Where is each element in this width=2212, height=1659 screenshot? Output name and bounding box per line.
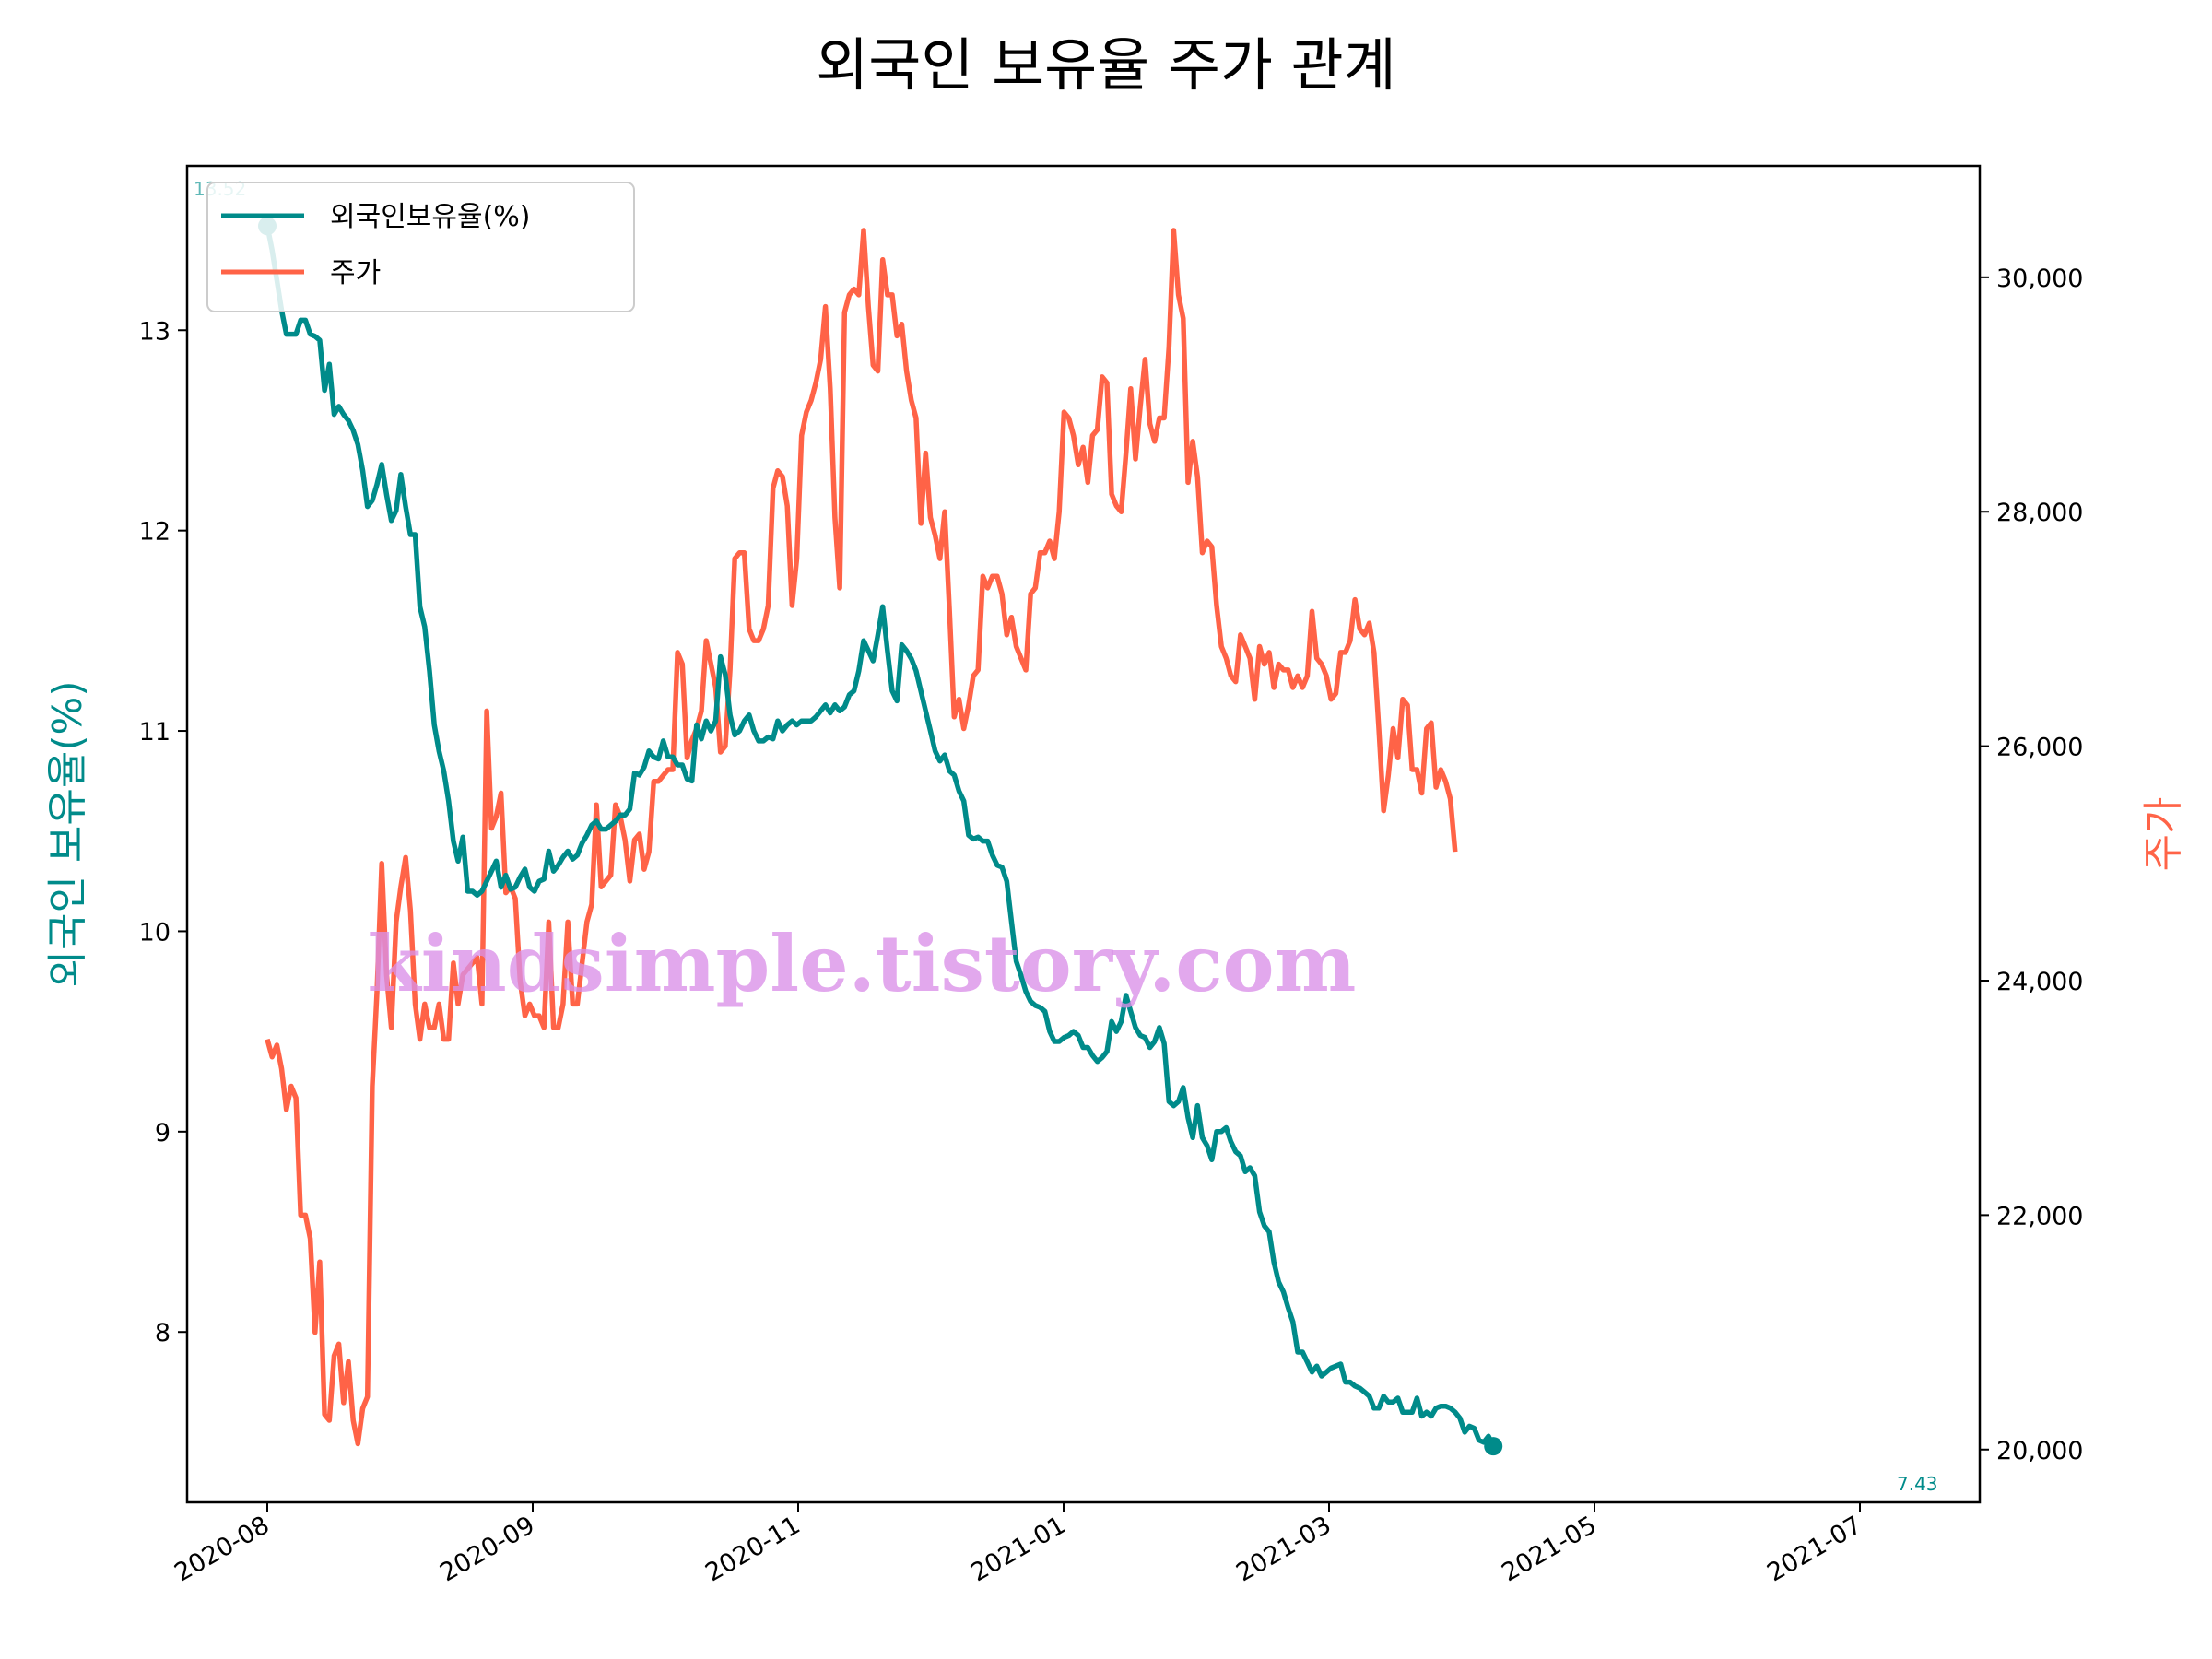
y-left-tick-label: 9 bbox=[155, 1119, 171, 1147]
y-right-tick-label: 30,000 bbox=[1996, 265, 2083, 293]
plot-frame bbox=[185, 164, 1982, 1504]
y-right-tick-label: 24,000 bbox=[1996, 968, 2083, 996]
y-left-tick-label: 12 bbox=[139, 518, 171, 547]
y-axis-right: 20,000 22,000 24,000 26,000 28,000 30,000 bbox=[1980, 265, 2083, 1465]
legend-box bbox=[206, 182, 635, 312]
legend-label-price: 주가 bbox=[330, 257, 381, 289]
series-line-foreign bbox=[265, 225, 1496, 1448]
y-axis-right-label: 주가 bbox=[2140, 797, 2187, 872]
y-left-tick-label: 8 bbox=[155, 1319, 171, 1347]
y-left-tick-label: 11 bbox=[139, 718, 171, 747]
watermark: kindsimple.tistory.com bbox=[368, 918, 1357, 1009]
end-marker bbox=[1484, 1437, 1503, 1456]
y-left-tick-label: 13 bbox=[139, 317, 171, 346]
y-axis-left: 8 9 10 11 12 13 bbox=[139, 317, 187, 1347]
series-line-price bbox=[265, 228, 1458, 1447]
end-value-label: 7.43 bbox=[1897, 1473, 1938, 1495]
legend: 외국인보유율(%) 주가 bbox=[206, 182, 635, 312]
chart-title: 외국인 보유율 주가 관계 bbox=[816, 31, 1396, 99]
y-right-tick-label: 26,000 bbox=[1996, 734, 2083, 762]
y-axis-left-label: 외국인 보유율(%) bbox=[44, 680, 91, 987]
y-right-tick-label: 22,000 bbox=[1996, 1202, 2083, 1230]
y-left-tick-label: 10 bbox=[139, 918, 171, 947]
y-right-tick-label: 28,000 bbox=[1996, 499, 2083, 527]
end-annotation: 7.43 bbox=[1897, 1473, 1938, 1495]
legend-label-foreign: 외국인보유율(%) bbox=[330, 201, 531, 233]
y-right-tick-label: 20,000 bbox=[1996, 1437, 2083, 1465]
